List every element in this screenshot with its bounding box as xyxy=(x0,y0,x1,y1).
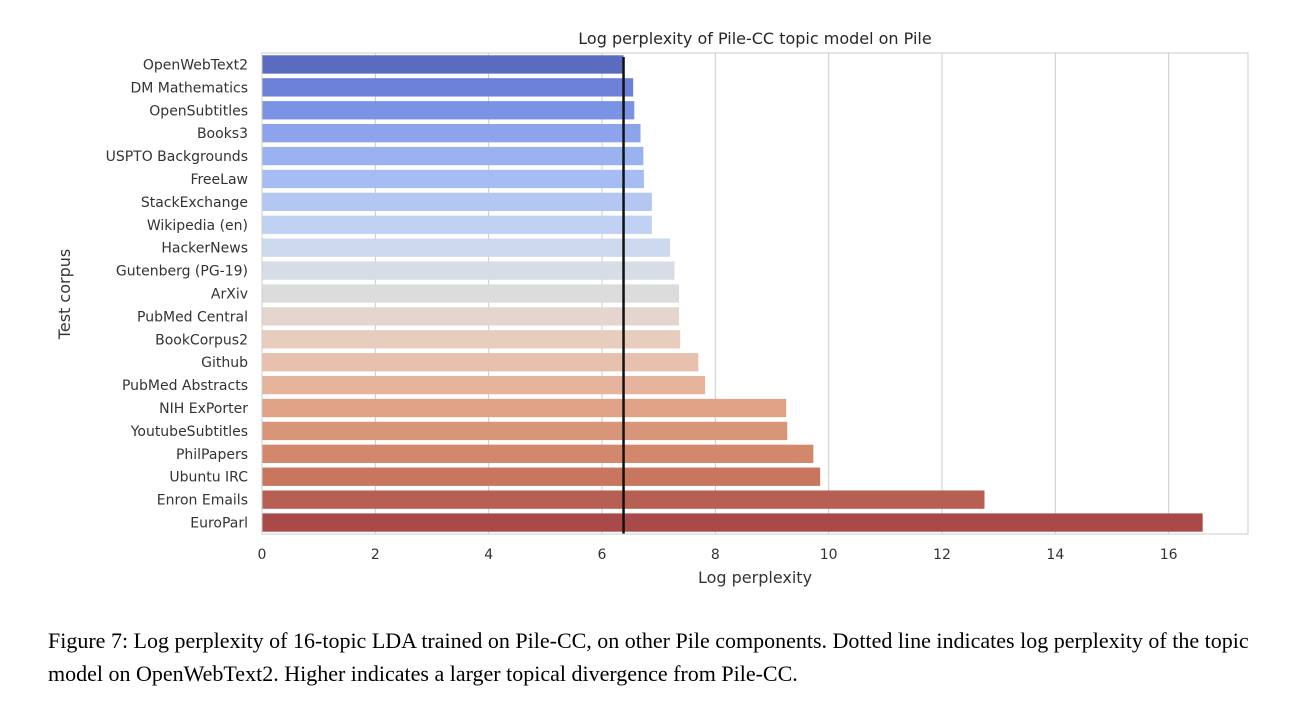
x-tick-label: 12 xyxy=(933,547,951,563)
y-tick-label: ArXiv xyxy=(211,287,248,303)
bar-chart: Log perplexity of Pile-CC topic model on… xyxy=(55,29,1249,587)
x-tick-label: 16 xyxy=(1160,547,1178,563)
x-tick-label: 14 xyxy=(1046,547,1064,563)
x-tick-label: 2 xyxy=(371,547,380,563)
y-tick-labels: OpenWebText2 DM Mathematics OpenSubtitles B… xyxy=(106,57,249,531)
x-tick-label: 10 xyxy=(820,547,838,563)
bar xyxy=(262,169,644,189)
bars xyxy=(262,55,1203,532)
x-tick-label: 8 xyxy=(711,547,720,563)
y-tick-label: Books3 xyxy=(197,126,248,142)
bar xyxy=(262,307,680,326)
bar xyxy=(262,124,641,143)
bar xyxy=(262,146,644,166)
y-tick-label: DM Mathematics xyxy=(130,80,248,96)
bar xyxy=(262,55,624,74)
x-tick-label: 0 xyxy=(258,547,267,563)
chart-title: Log perplexity of Pile-CC topic model on… xyxy=(578,29,931,48)
y-tick-label: PubMed Central xyxy=(137,309,248,325)
y-tick-label: HackerNews xyxy=(161,241,248,257)
y-axis-title: Test corpus xyxy=(55,249,74,340)
bar xyxy=(262,398,787,418)
y-tick-label: EuroParl xyxy=(190,516,248,532)
bar xyxy=(262,513,1203,532)
bar xyxy=(262,192,652,212)
bar xyxy=(262,101,635,120)
x-tick-label: 4 xyxy=(484,547,493,563)
y-tick-label: Enron Emails xyxy=(157,493,248,509)
bar xyxy=(262,238,670,257)
x-tick-labels: 0 2 4 6 8 10 12 14 16 xyxy=(258,547,1178,563)
y-tick-label: Ubuntu IRC xyxy=(169,470,248,486)
bar xyxy=(262,467,821,486)
figure-caption: Figure 7: Log perplexity of 16-topic LDA… xyxy=(48,628,1249,686)
y-tick-label: OpenWebText2 xyxy=(143,57,248,73)
x-axis-title: Log perplexity xyxy=(698,568,812,587)
y-tick-label: Wikipedia (en) xyxy=(147,218,248,234)
bar xyxy=(262,444,814,463)
x-tick-label: 6 xyxy=(598,547,607,563)
bar xyxy=(262,284,680,303)
y-tick-label: PhilPapers xyxy=(176,447,248,463)
bar xyxy=(262,330,681,349)
y-tick-label: YoutubeSubtitles xyxy=(130,424,248,440)
bar xyxy=(262,261,675,280)
y-tick-label: OpenSubtitles xyxy=(149,103,248,119)
y-tick-label: Github xyxy=(201,355,248,371)
y-tick-label: PubMed Abstracts xyxy=(122,378,248,394)
y-tick-label: FreeLaw xyxy=(190,172,248,188)
y-tick-label: USPTO Backgrounds xyxy=(106,149,248,165)
y-tick-label: StackExchange xyxy=(141,195,248,211)
bar xyxy=(262,78,634,97)
y-tick-label: BookCorpus2 xyxy=(155,332,248,348)
bar xyxy=(262,375,706,395)
bar xyxy=(262,215,652,234)
plot-frame xyxy=(261,52,1249,535)
y-tick-label: NIH ExPorter xyxy=(159,401,248,417)
bar xyxy=(262,421,788,441)
bar xyxy=(262,353,699,372)
y-tick-label: Gutenberg (PG-19) xyxy=(116,264,248,280)
